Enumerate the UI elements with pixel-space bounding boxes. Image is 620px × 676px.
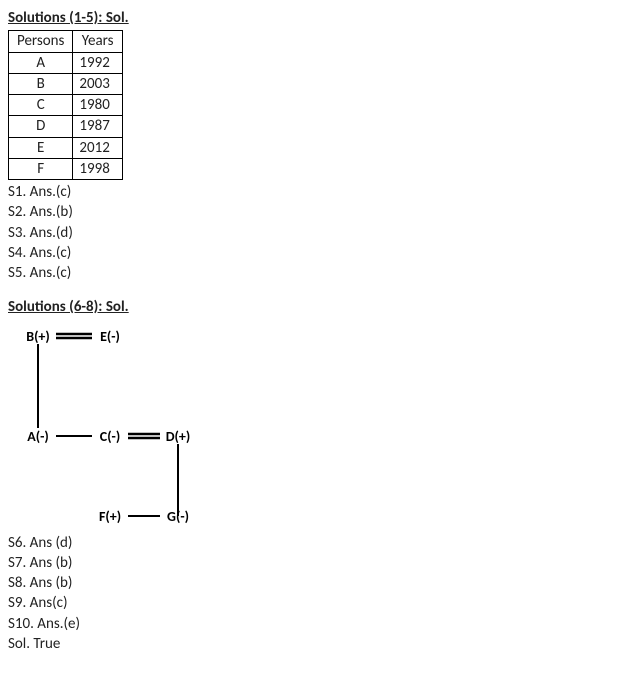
answer-line: S4. Ans.(c) [8,243,612,263]
table-row: D 1987 [9,116,123,137]
svg-text:D(+): D(+) [166,428,191,445]
answer-line: S1. Ans.(c) [8,182,612,202]
cell-person: D [9,116,73,137]
svg-text:C(-): C(-) [100,428,120,445]
col-persons: Persons [9,31,73,52]
table-header-row: Persons Years [9,31,123,52]
answer-line: Sol. True [8,634,612,654]
answer-line: S7. Ans (b) [8,553,612,573]
answer-line: S6. Ans (d) [8,533,612,553]
answer-line: S5. Ans.(c) [8,263,612,283]
persons-years-table: Persons Years A 1992 B 2003 C 1980 D 198… [8,30,123,180]
svg-text:A(-): A(-) [27,428,49,445]
table-row: B 2003 [9,73,123,94]
cell-year: 1998 [73,158,122,179]
answer-line: S2. Ans.(b) [8,202,612,222]
section-1: Solutions (1-5): Sol. Persons Years A 19… [8,8,612,283]
cell-year: 1980 [73,95,122,116]
table-row: C 1980 [9,95,123,116]
svg-text:E(-): E(-) [100,328,120,345]
family-tree-diagram: B(+) E(-) A(-) C(-) D(+) F(+) G(-) [8,318,238,533]
section-2: Solutions (6-8): Sol. B(+) E(-) A(-) C(-) D(… [8,297,612,654]
cell-person: B [9,73,73,94]
answer-line: S8. Ans (b) [8,573,612,593]
cell-person: E [9,137,73,158]
table-row: A 1992 [9,52,123,73]
cell-year: 1992 [73,52,122,73]
cell-person: C [9,95,73,116]
answer-line: S10. Ans.(e) [8,614,612,634]
heading-solutions-1-5: Solutions (1-5): Sol. [8,8,612,28]
svg-text:G(-): G(-) [167,508,189,525]
answer-line: S9. Ans(c) [8,593,612,613]
heading-solutions-6-8: Solutions (6-8): Sol. [8,297,612,317]
cell-person: A [9,52,73,73]
answer-line: S3. Ans.(d) [8,223,612,243]
table-row: F 1998 [9,158,123,179]
svg-text:B(+): B(+) [26,328,50,345]
cell-year: 1987 [73,116,122,137]
answers-1-5: S1. Ans.(c) S2. Ans.(b) S3. Ans.(d) S4. … [8,182,612,283]
col-years: Years [73,31,122,52]
cell-year: 2003 [73,73,122,94]
table-row: E 2012 [9,137,123,158]
cell-person: F [9,158,73,179]
cell-year: 2012 [73,137,122,158]
answers-6-10: S6. Ans (d) S7. Ans (b) S8. Ans (b) S9. … [8,533,612,655]
svg-text:F(+): F(+) [99,508,121,525]
